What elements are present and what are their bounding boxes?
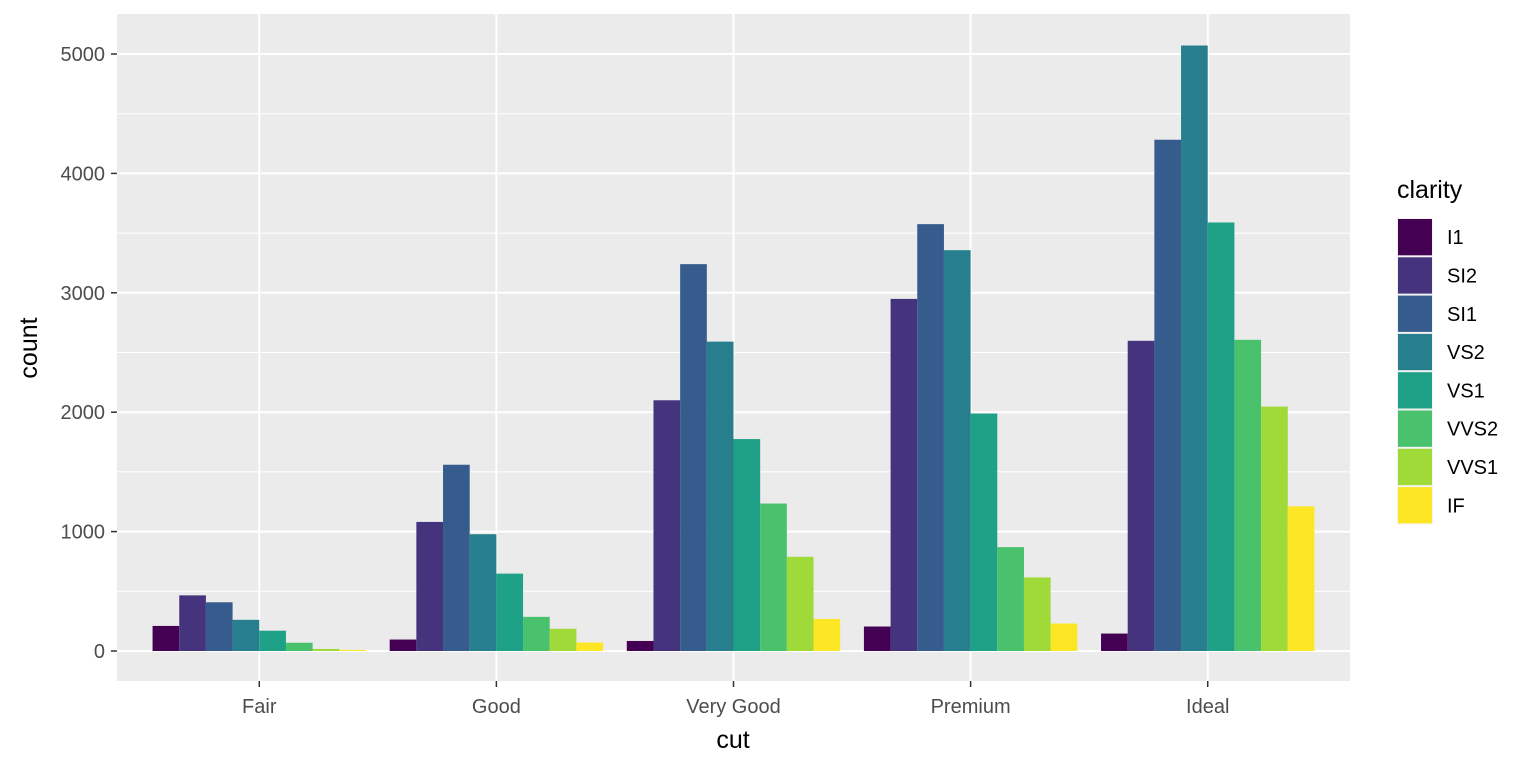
- legend-label: VS2: [1447, 342, 1485, 364]
- bar: [1023, 577, 1051, 651]
- bar: [863, 626, 891, 651]
- bar: [760, 503, 787, 651]
- bar: [339, 649, 366, 651]
- legend-swatch: [1398, 295, 1432, 332]
- bar: [549, 628, 577, 651]
- x-tick-label: Premium: [931, 696, 1011, 718]
- y-tick-label: 0: [94, 641, 105, 663]
- bar: [970, 413, 998, 651]
- bar: [443, 464, 470, 651]
- bar: [626, 640, 654, 651]
- bar: [576, 642, 604, 651]
- y-tick-label: 3000: [61, 283, 106, 305]
- legend-label: SI2: [1447, 265, 1477, 287]
- bar: [1127, 340, 1155, 651]
- legend-title: clarity: [1397, 176, 1463, 204]
- legend-label: IF: [1447, 495, 1465, 517]
- legend: clarity I1 SI2 SI1 VS2 VS1 VVS2 VVS1 IF: [1397, 176, 1498, 525]
- bar: [389, 639, 417, 651]
- bar: [232, 619, 260, 651]
- bar: [469, 534, 497, 651]
- bar: [917, 224, 944, 651]
- y-axis-title: count: [15, 317, 43, 378]
- bar: [1207, 222, 1235, 652]
- bar: [943, 250, 971, 651]
- y-tick-label: 5000: [61, 44, 106, 66]
- y-tick-label: 4000: [61, 163, 106, 185]
- legend-label: VS1: [1447, 380, 1485, 402]
- legend-swatch: [1398, 372, 1432, 409]
- bar: [1050, 623, 1078, 651]
- bars: [152, 45, 1315, 652]
- bar: [813, 619, 841, 651]
- bar: [259, 630, 286, 651]
- legend-swatch: [1398, 448, 1432, 486]
- bar: [1154, 139, 1182, 652]
- bar: [890, 298, 918, 651]
- bar: [786, 556, 814, 651]
- legend-swatch: [1398, 219, 1432, 256]
- legend-swatch: [1398, 333, 1432, 371]
- y-tick-label: 1000: [61, 522, 106, 544]
- bar: [205, 602, 233, 651]
- bar: [416, 521, 444, 651]
- legend-swatch: [1398, 487, 1432, 524]
- bar: [1287, 506, 1315, 651]
- bar: [523, 616, 550, 651]
- legend-swatch: [1398, 410, 1432, 447]
- legend-label: VVS1: [1447, 457, 1498, 479]
- x-axis: Fair Good Very Good Premium Ideal: [242, 681, 1229, 718]
- bar: [312, 648, 340, 651]
- bar: [285, 642, 313, 651]
- x-tick-label: Very Good: [686, 696, 781, 718]
- x-axis-title: cut: [716, 726, 749, 754]
- bar: [653, 400, 681, 651]
- legend-swatch: [1398, 257, 1432, 294]
- y-axis: 0 1000 2000 3000 4000 5000: [61, 44, 117, 663]
- legend-label: I1: [1447, 227, 1464, 249]
- x-tick-label: Good: [472, 696, 521, 718]
- bar: [733, 439, 761, 651]
- x-tick-label: Ideal: [1186, 696, 1229, 718]
- bar: [179, 595, 206, 651]
- bar: [1101, 633, 1128, 651]
- bar: [152, 625, 180, 651]
- bar: [680, 264, 707, 651]
- bar: [1234, 339, 1262, 651]
- legend-label: SI1: [1447, 304, 1477, 326]
- y-tick-label: 2000: [61, 402, 106, 424]
- bar: [706, 341, 734, 651]
- bar: [997, 547, 1024, 651]
- bar: [1181, 45, 1208, 652]
- legend-label: VVS2: [1447, 419, 1498, 441]
- bar: [1261, 406, 1288, 651]
- bar: [496, 573, 524, 651]
- x-tick-label: Fair: [242, 696, 277, 718]
